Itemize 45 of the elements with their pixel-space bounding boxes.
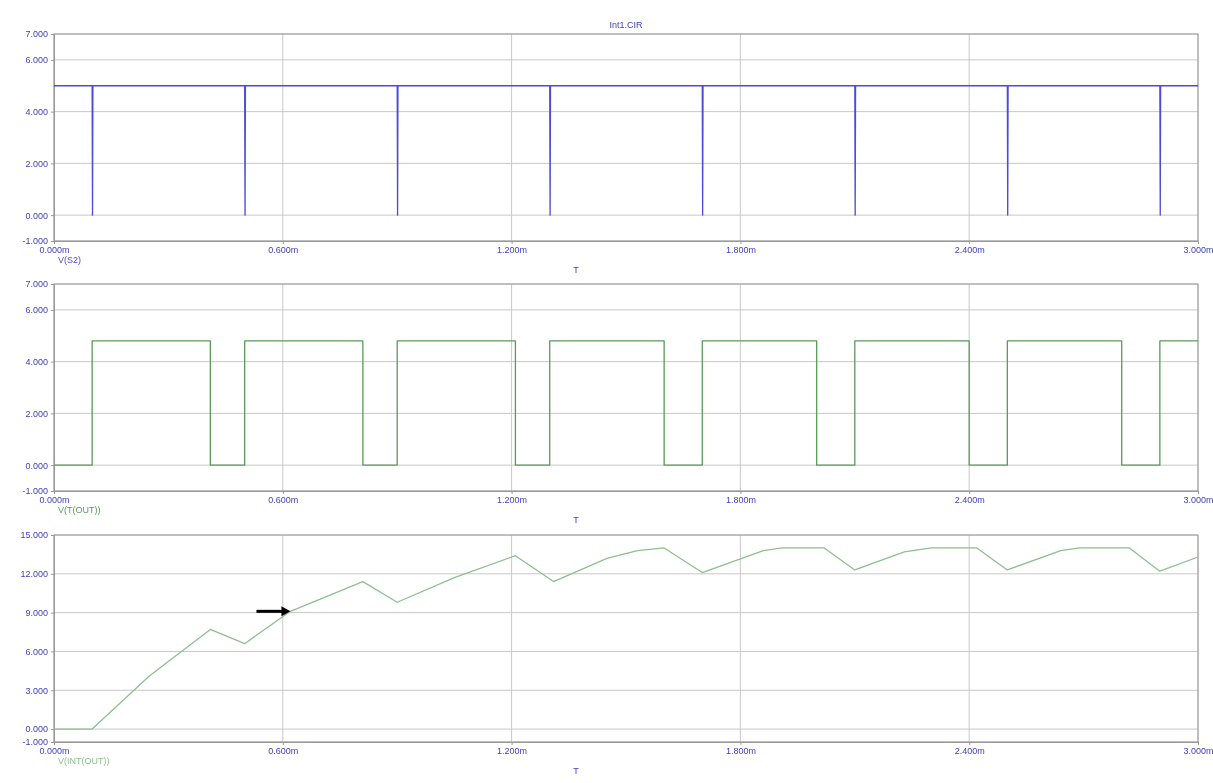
x-tick-label: 3.000m (1183, 245, 1213, 256)
x-tick-label: 3.000m (1183, 746, 1213, 757)
x-tick-label: 0.000m (39, 746, 70, 757)
y-tick-label: 2.000 (25, 408, 48, 419)
x-tick-label: 0.600m (268, 495, 299, 506)
chart-title: Int1.CIR (609, 20, 643, 30)
y-tick-label: 7.000 (25, 29, 48, 40)
text: V(T(OUT)) (58, 505, 101, 515)
y-tick-label: -1.000 (22, 486, 48, 497)
y-tick-label: 6.000 (25, 305, 48, 316)
text: V(INT(OUT)) (58, 756, 110, 766)
x-tick-label: 0.600m (268, 245, 299, 256)
y-tick-label: 2.000 (25, 158, 48, 169)
y-tick-label: 9.000 (25, 608, 48, 619)
y-tick-label: 6.000 (25, 55, 48, 66)
y-tick-label: 4.000 (25, 107, 48, 117)
y-tick-label: 0.000 (25, 210, 48, 221)
y-tick-label: 15.000 (20, 530, 48, 541)
x-tick-label: 2.400m (954, 245, 985, 256)
x-tick-label: 0.600m (268, 746, 299, 757)
x-tick-label: 1.200m (497, 746, 528, 757)
y-tick-label: 7.000 (25, 279, 48, 290)
x-tick-label: 0.000m (39, 245, 70, 256)
y-tick-label: 3.000 (25, 685, 48, 696)
y-tick-label: 0.000 (25, 460, 48, 471)
x-tick-label: 1.800m (725, 495, 756, 506)
x-tick-label: 1.800m (725, 746, 756, 757)
x-tick-label: 0.000m (39, 495, 70, 506)
y-tick-label: 6.000 (25, 646, 48, 657)
x-axis-title: T (573, 265, 580, 275)
x-tick-label: 3.000m (1183, 495, 1213, 506)
y-tick-label: -1.000 (22, 737, 48, 748)
x-tick-label: 2.400m (954, 495, 985, 506)
text: V(S2) (58, 255, 82, 265)
y-tick-label: -1.000 (22, 236, 48, 247)
x-tick-label: 2.400m (954, 746, 985, 757)
x-axis-title: T (573, 515, 580, 525)
y-tick-label: 12.000 (20, 569, 48, 580)
x-axis-title: T (573, 766, 580, 776)
line-series (53, 547, 1199, 730)
x-tick-label: 1.800m (725, 245, 756, 256)
y-tick-label: 0.000 (25, 724, 48, 735)
x-tick-label: 1.200m (497, 495, 528, 506)
x-tick-label: 1.200m (497, 245, 528, 256)
y-tick-label: 4.000 (25, 357, 48, 368)
